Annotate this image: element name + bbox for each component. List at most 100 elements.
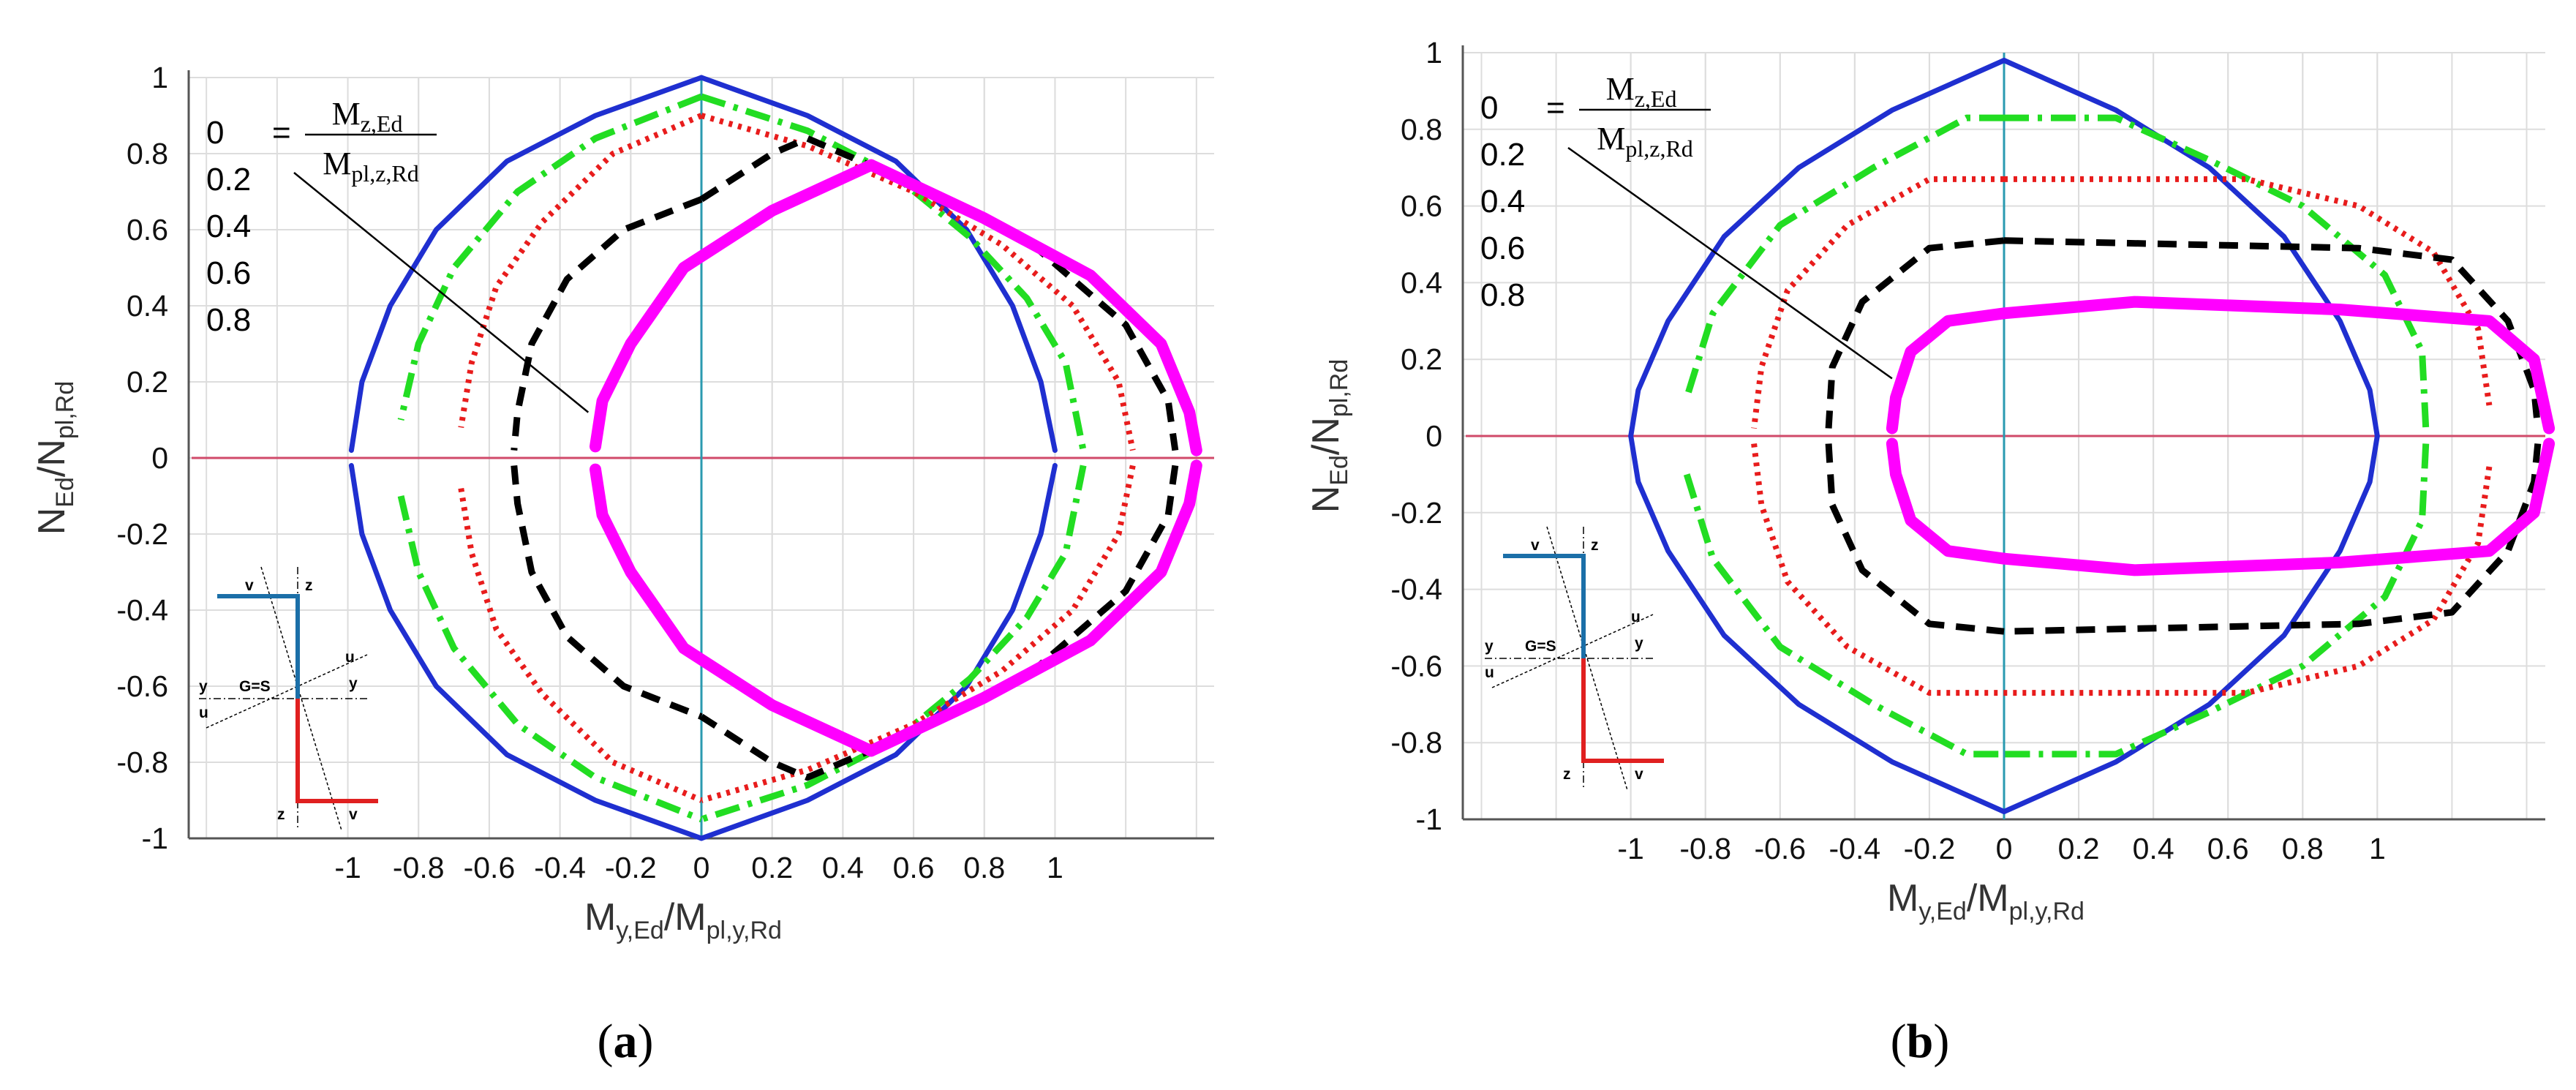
y-tick-label: 0.2 bbox=[127, 365, 168, 399]
x-tick-label: 0.4 bbox=[2133, 832, 2174, 865]
series-0.2-left-lower bbox=[397, 495, 703, 823]
y-tick-label: -0.6 bbox=[116, 669, 168, 703]
section-label-y-right: y bbox=[1635, 635, 1643, 652]
panel-a: 1 0.8 0.6 0.4 0.2 0 -0.2 -0.4 -0.6 -0.8 -1 -1 -0.8 -0… bbox=[31, 61, 1214, 1068]
legend-numerator-sub: z,Ed bbox=[1635, 86, 1677, 112]
y-tick-label: -0.4 bbox=[1390, 573, 1442, 606]
x-label-sub1: y,Ed bbox=[1918, 898, 1967, 925]
series-0.4-left-lower bbox=[1751, 443, 2004, 696]
series-0.4-left-lower bbox=[458, 487, 703, 803]
y-tick-label: 0.8 bbox=[1401, 113, 1442, 146]
legend-denominator-sub: pl,z,Rd bbox=[1625, 135, 1692, 162]
x-tick-label: -0.8 bbox=[1679, 832, 1731, 865]
legend-entry: 0.8 bbox=[206, 302, 251, 338]
x-tick-label: -0.2 bbox=[1904, 832, 1956, 865]
y-label-sub2: pl,Rd bbox=[1325, 359, 1353, 417]
legend-denominator-main: M bbox=[1597, 121, 1625, 157]
x-tick-label: -0.6 bbox=[464, 851, 516, 884]
section-top-flange bbox=[1503, 554, 1586, 658]
y-tick-label: 0.6 bbox=[127, 213, 168, 247]
legend-pointer-line bbox=[293, 172, 590, 413]
section-label-z-top: z bbox=[1591, 537, 1599, 554]
x-tick-label: -0.4 bbox=[1829, 832, 1881, 865]
x-tick-label: 0.6 bbox=[2207, 832, 2249, 865]
y-label-sub2: pl,Rd bbox=[51, 381, 79, 439]
series-0.8-right-upper bbox=[865, 159, 1202, 456]
series-0-left-lower bbox=[348, 462, 704, 841]
series-0.6-left-upper bbox=[1825, 237, 2005, 429]
section-label-z-bottom: z bbox=[277, 806, 285, 823]
x-tick-label: 0.8 bbox=[2282, 832, 2324, 865]
section-label-center: G=S bbox=[1525, 638, 1556, 655]
y-tick-label: 0.4 bbox=[1401, 266, 1442, 299]
series-0.8-left-upper bbox=[590, 159, 878, 453]
x-label-sub2: pl,y,Rd bbox=[707, 917, 782, 944]
legend-numerator-main: M bbox=[332, 96, 361, 132]
caption-close: ) bbox=[1933, 1015, 1949, 1068]
y-tick-label: 0.6 bbox=[1401, 189, 1442, 223]
series-0-right-lower bbox=[698, 462, 1058, 841]
legend-equals: = bbox=[272, 115, 291, 151]
section-label-v-top: v bbox=[245, 577, 254, 594]
x-tick-label: 0.8 bbox=[963, 851, 1005, 884]
legend-entry: 0.2 bbox=[1480, 137, 1525, 173]
y-tick-label: 0.2 bbox=[1401, 342, 1442, 376]
y-label-main: N bbox=[1305, 486, 1347, 514]
panel-caption: (a) bbox=[598, 1015, 654, 1068]
legend-equals: = bbox=[1546, 90, 1565, 126]
legend-entry: 0 bbox=[206, 115, 224, 151]
series-0-left-upper bbox=[1628, 58, 2007, 439]
caption-letter: a bbox=[614, 1015, 638, 1068]
section-label-v-bottom: v bbox=[349, 806, 358, 823]
section-label-u-right: u bbox=[345, 649, 355, 666]
series-0.6-left-lower bbox=[511, 465, 703, 720]
y-axis-label: NEd/Npl,Rd bbox=[31, 381, 79, 535]
series-0.8-left-lower bbox=[590, 463, 878, 757]
legend-entry: 0.8 bbox=[1480, 277, 1525, 313]
section-label-u-right: u bbox=[1631, 609, 1641, 625]
y-tick-label: -1 bbox=[1416, 803, 1442, 836]
section-label-u-left: u bbox=[1485, 664, 1494, 681]
legend-entry: 0.6 bbox=[206, 255, 251, 291]
y-tick-label: -0.2 bbox=[1390, 496, 1442, 530]
legend-numerator: Mz,Ed bbox=[332, 96, 403, 137]
legend-entry: 0.4 bbox=[206, 208, 251, 244]
series-0-left-lower bbox=[1628, 433, 2007, 814]
series-0.6-right-upper bbox=[2003, 237, 2542, 429]
section-label-v-top: v bbox=[1531, 537, 1540, 554]
legend-entry: 0.6 bbox=[1480, 230, 1525, 266]
x-label-slash: /M bbox=[1967, 877, 2009, 920]
series-0-right-upper bbox=[698, 75, 1058, 454]
legend-numerator: Mz,Ed bbox=[1606, 71, 1677, 112]
series-0.4-right-upper bbox=[700, 113, 1136, 451]
series-0.2-right-upper bbox=[2004, 114, 2430, 429]
series-0.4-right-lower bbox=[2004, 466, 2493, 696]
x-label-sub1: y,Ed bbox=[616, 917, 664, 944]
y-tick-label: -0.8 bbox=[1390, 726, 1442, 759]
caption-close: ) bbox=[638, 1015, 654, 1068]
y-label-slash: /N bbox=[1305, 417, 1347, 455]
series-0-left-upper bbox=[348, 75, 704, 454]
x-label-slash: /M bbox=[664, 896, 707, 939]
series-0.4-left-upper bbox=[458, 113, 703, 429]
series-0.4-right-upper bbox=[2004, 176, 2493, 406]
y-tick-label: -1 bbox=[142, 822, 168, 855]
x-tick-label: 0 bbox=[693, 851, 710, 884]
series-0.8-left-lower bbox=[1886, 437, 2010, 565]
y-tick-label: -0.8 bbox=[116, 745, 168, 779]
series-0.2-right-lower bbox=[700, 465, 1087, 823]
legend-entry: 0.2 bbox=[206, 162, 251, 198]
x-tick-label: 0.4 bbox=[822, 851, 864, 884]
series-0.6-left-upper bbox=[511, 196, 703, 451]
section-top-flange bbox=[217, 594, 300, 699]
series-0.6-left-lower bbox=[1825, 443, 2005, 635]
x-axis-label: My,Ed/Mpl,y,Rd bbox=[584, 896, 782, 944]
y-tick-label: 1 bbox=[1426, 36, 1442, 69]
y-axis-label: NEd/Npl,Rd bbox=[1305, 359, 1353, 514]
section-label-z-bottom: z bbox=[1563, 766, 1571, 783]
